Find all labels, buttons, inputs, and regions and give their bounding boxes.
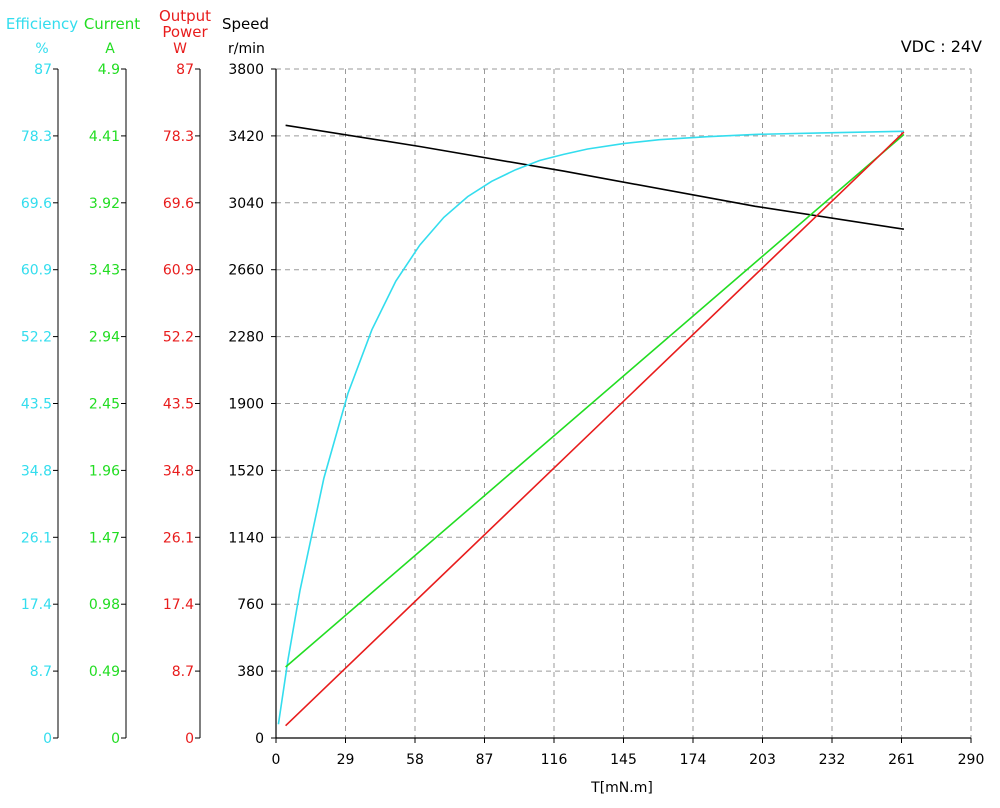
speed-tick-label: 0 (255, 731, 264, 747)
power-tick-label: 17.4 (163, 597, 194, 613)
current-axis-title: Current (83, 15, 141, 33)
current-series-line (285, 133, 905, 668)
efficiency-tick-label: 43.5 (21, 397, 52, 413)
power-tick-label: 78.3 (163, 129, 194, 145)
efficiency-tick-label: 34.8 (21, 463, 52, 479)
power-tick-label: 60.9 (163, 263, 194, 279)
current-tick-label: 4.9 (98, 62, 120, 78)
power-axis-title: Output Power (158, 7, 212, 41)
power-tick-label: 87 (176, 62, 194, 78)
x-tick-label: 87 (476, 752, 494, 768)
speed-tick-label: 1900 (228, 397, 264, 413)
annotation-vdc: VDC : 24V (901, 37, 982, 56)
speed-tick-label: 760 (237, 597, 264, 613)
speed-axis-unit: r/min (228, 41, 265, 57)
efficiency-axis-title: Efficiency (5, 15, 79, 33)
power-tick-label: 43.5 (163, 397, 194, 413)
efficiency-series-line (277, 130, 904, 725)
efficiency-tick-label: 87 (34, 62, 52, 78)
speed-tick-label: 2280 (228, 330, 264, 346)
power-tick-label: 26.1 (163, 530, 194, 546)
x-tick-label: 145 (610, 752, 637, 768)
efficiency-tick-label: 17.4 (21, 597, 52, 613)
efficiency-tick-label: 60.9 (21, 263, 52, 279)
power-tick-label: 0 (185, 731, 194, 747)
x-tick-label: 261 (888, 752, 915, 768)
current-tick-label: 1.96 (89, 463, 120, 479)
speed-tick-label: 380 (237, 664, 264, 680)
current-tick-label: 3.92 (89, 196, 120, 212)
power-tick-label: 34.8 (163, 463, 194, 479)
speed-tick-label: 3420 (228, 129, 264, 145)
x-tick-label: 174 (680, 752, 707, 768)
speed-tick-label: 1520 (228, 463, 264, 479)
power-axis-unit: W (173, 41, 187, 57)
efficiency-tick-label: 8.7 (30, 664, 52, 680)
x-tick-label: 0 (272, 752, 281, 768)
axes: 0 29 58 87 116 145 174 203 232 261 290380034203040… (21, 62, 985, 768)
x-tick-label: 232 (819, 752, 846, 768)
x-axis-label: T[mN.m] (590, 780, 653, 796)
power-series-line (285, 131, 905, 727)
speed-tick-label: 3800 (228, 62, 264, 78)
speed-tick-label: 3040 (228, 196, 264, 212)
grid (276, 68, 972, 738)
series-lines (277, 124, 905, 727)
speed-series-line (285, 124, 905, 230)
current-tick-label: 1.47 (89, 530, 120, 546)
current-tick-label: 0.98 (89, 597, 120, 613)
current-tick-label: 4.41 (89, 129, 120, 145)
x-tick-label: 290 (958, 752, 985, 768)
current-tick-label: 2.45 (89, 397, 120, 413)
efficiency-axis-unit: % (35, 41, 49, 57)
x-tick-label: 58 (406, 752, 424, 768)
power-tick-label: 8.7 (172, 664, 194, 680)
efficiency-tick-label: 52.2 (21, 330, 52, 346)
speed-axis-title: Speed (222, 15, 270, 33)
current-tick-label: 3.43 (89, 263, 120, 279)
x-tick-label: 29 (337, 752, 355, 768)
current-axis-unit: A (105, 41, 115, 57)
efficiency-tick-label: 69.6 (21, 196, 52, 212)
efficiency-tick-label: 78.3 (21, 129, 52, 145)
current-tick-label: 0.49 (89, 664, 120, 680)
power-tick-label: 52.2 (163, 330, 194, 346)
x-tick-label: 203 (749, 752, 776, 768)
speed-tick-label: 1140 (228, 530, 264, 546)
x-tick-label: 116 (541, 752, 568, 768)
speed-tick-label: 2660 (228, 263, 264, 279)
current-tick-label: 0 (111, 731, 120, 747)
efficiency-tick-label: 0 (43, 731, 52, 747)
current-tick-label: 2.94 (89, 330, 120, 346)
power-tick-label: 69.6 (163, 196, 194, 212)
efficiency-tick-label: 26.1 (21, 530, 52, 546)
